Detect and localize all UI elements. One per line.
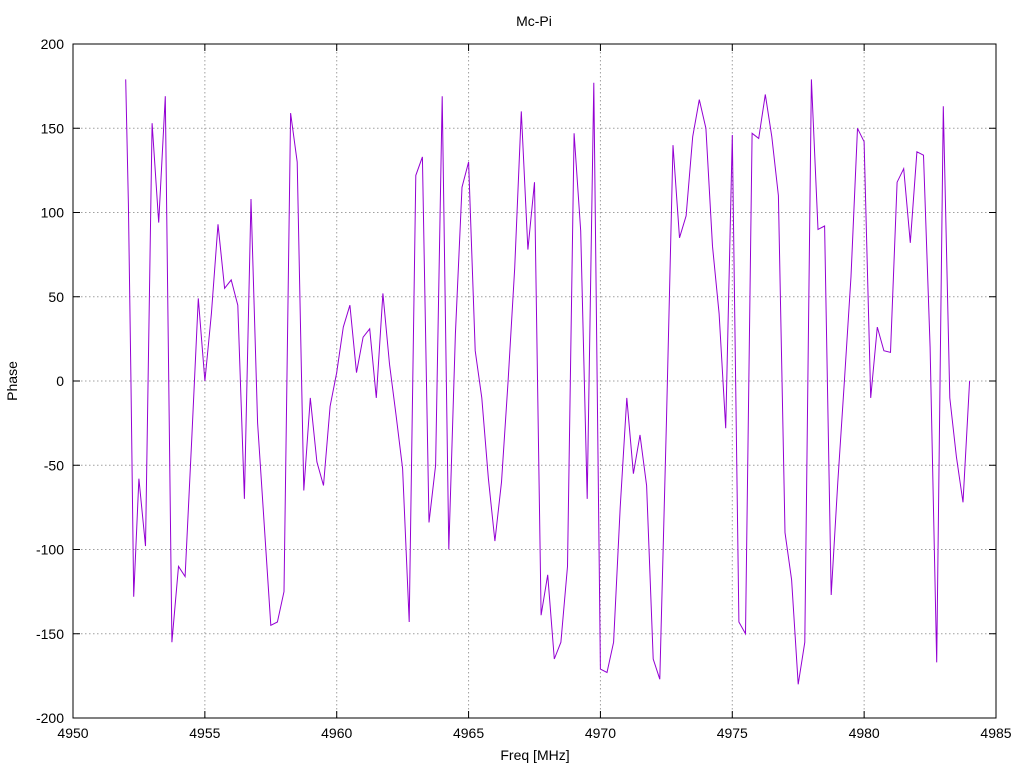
y-tick-label: -50 (44, 457, 64, 473)
y-tick-label: -150 (36, 626, 64, 642)
y-tick-label: -200 (36, 710, 64, 726)
x-tick-label: 4955 (189, 725, 220, 741)
x-tick-label: 4980 (849, 725, 880, 741)
y-tick-label: 150 (41, 120, 65, 136)
y-tick-label: 200 (41, 36, 65, 52)
x-tick-label: 4965 (453, 725, 484, 741)
ticks: 4950 4955 4960 4965 4970 4975 4980 4985 -200 -150… (36, 36, 1012, 741)
series-layer (125, 79, 971, 685)
chart-title: Mc-Pi (516, 13, 552, 29)
x-tick-label: 4950 (57, 725, 88, 741)
x-tick-label: 4985 (980, 725, 1011, 741)
grid (73, 44, 996, 718)
series-line (125, 79, 971, 685)
x-tick-label: 4960 (321, 725, 352, 741)
x-tick-label: 4975 (717, 725, 748, 741)
y-tick-label: 0 (56, 373, 64, 389)
y-tick-label: 50 (48, 289, 64, 305)
y-tick-label: -100 (36, 542, 64, 558)
y-tick-label: 100 (41, 205, 65, 221)
y-axis-label: Phase (4, 361, 20, 401)
x-axis-label: Freq [MHz] (500, 747, 569, 763)
x-tick-label: 4970 (585, 725, 616, 741)
